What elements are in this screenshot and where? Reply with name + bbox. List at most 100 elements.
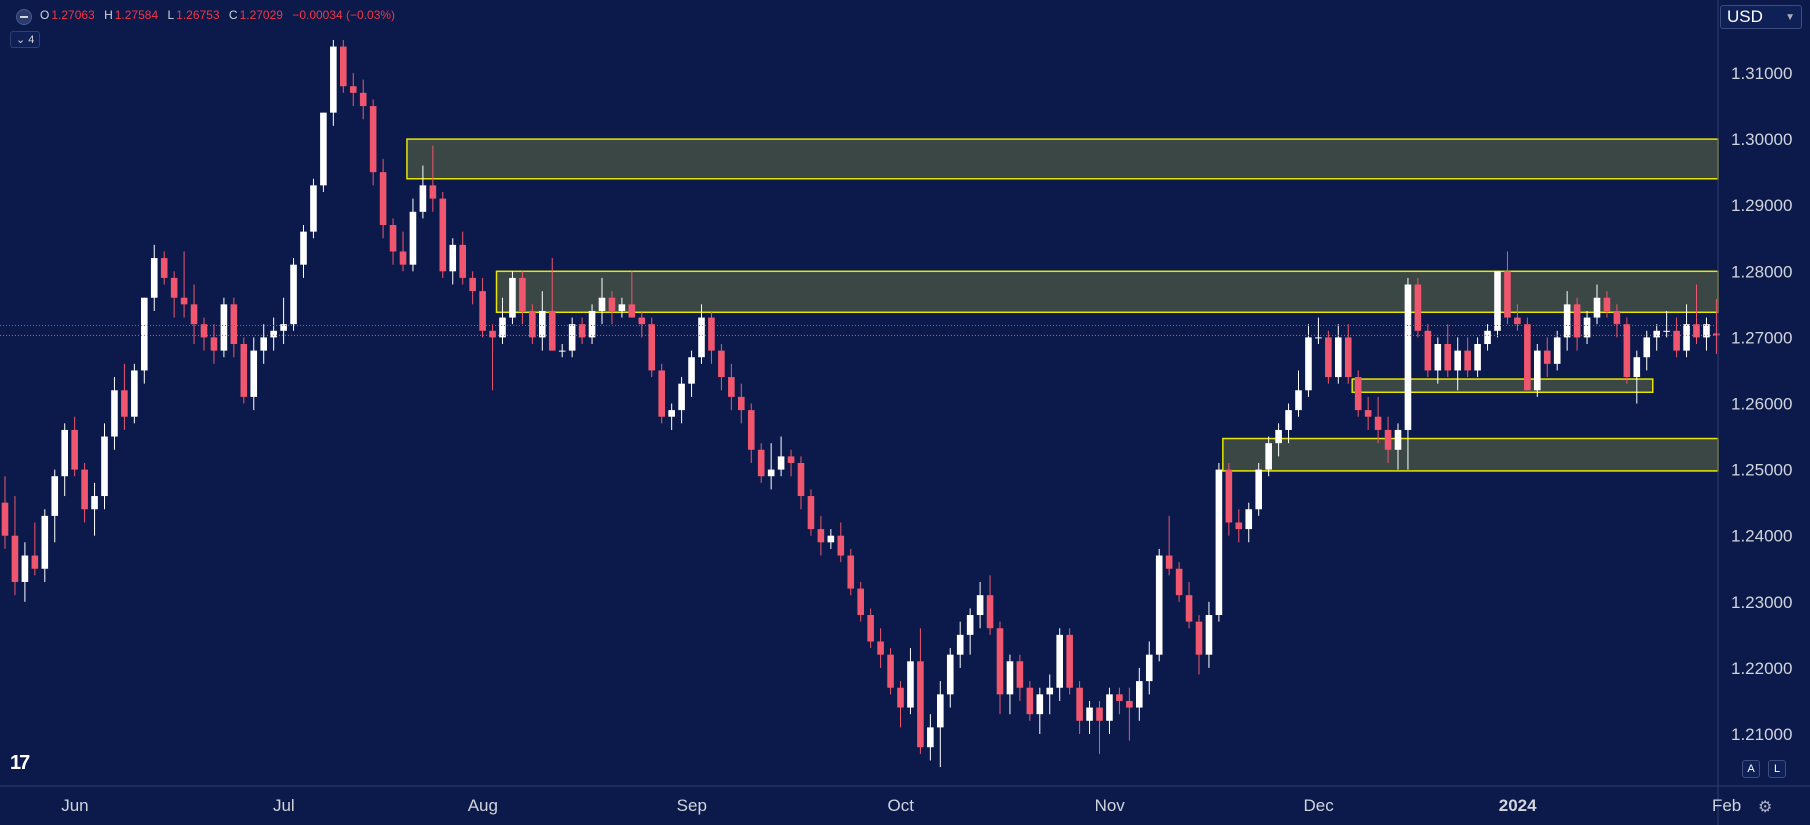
candle xyxy=(827,529,835,549)
y-tick-label: 1.22000 xyxy=(1731,659,1792,678)
candle xyxy=(1,476,9,549)
candle-body xyxy=(608,297,616,311)
candle-body xyxy=(439,198,447,272)
currency-selector[interactable]: USD ▼ xyxy=(1720,5,1802,29)
gear-icon[interactable]: ⚙ xyxy=(1758,799,1773,816)
candle-body xyxy=(330,46,337,113)
candle-body xyxy=(61,429,68,477)
candle xyxy=(1066,628,1073,695)
price-axis: 1.31000 1.30000 1.29000 1.28000 1.27000 1.260… xyxy=(1731,64,1792,744)
candle xyxy=(429,145,437,212)
candle xyxy=(459,231,466,285)
candle xyxy=(250,337,258,411)
zone-2[interactable] xyxy=(495,270,1719,314)
zone-3[interactable] xyxy=(1351,378,1654,394)
candle-body xyxy=(1404,284,1412,430)
candle xyxy=(1494,271,1501,338)
candle-body xyxy=(1136,681,1143,708)
candle xyxy=(529,304,536,345)
high-value: 1.27584 xyxy=(114,8,159,22)
candle-body xyxy=(1225,469,1233,523)
candle xyxy=(767,443,775,490)
candle xyxy=(1454,337,1461,391)
candle xyxy=(1225,462,1233,536)
candle xyxy=(200,317,208,351)
auto-scale-button[interactable]: A xyxy=(1742,760,1760,778)
candle xyxy=(1165,515,1173,576)
candle-body xyxy=(1245,509,1253,530)
candle-body xyxy=(887,654,894,688)
candle xyxy=(330,39,337,126)
candle xyxy=(1504,251,1511,325)
candle-body xyxy=(1056,634,1063,688)
y-tick-label: 1.25000 xyxy=(1731,461,1792,480)
candle-body xyxy=(1553,337,1561,364)
candle-body xyxy=(1673,330,1680,351)
tradingview-logo-icon[interactable]: 17 xyxy=(10,752,30,774)
candle-body xyxy=(340,46,347,87)
candle-body xyxy=(1434,344,1442,371)
candle xyxy=(359,79,367,120)
candle-body xyxy=(111,390,118,437)
candle-body xyxy=(648,324,656,371)
candle xyxy=(1126,687,1133,741)
candle-body xyxy=(160,258,168,278)
candle xyxy=(966,608,974,655)
candle xyxy=(1315,317,1322,345)
candle-body xyxy=(1653,330,1660,338)
candle-body xyxy=(1195,621,1203,655)
candle xyxy=(1106,687,1113,734)
candle xyxy=(210,324,218,364)
candle xyxy=(399,231,407,272)
candle xyxy=(141,297,148,384)
candle xyxy=(1205,601,1213,668)
candle-body xyxy=(349,86,357,93)
candle-body xyxy=(1713,333,1720,336)
candle xyxy=(300,225,307,278)
indicators-toggle[interactable]: ⌄ 4 xyxy=(10,31,41,48)
candle xyxy=(1534,344,1541,397)
candle xyxy=(1155,548,1163,662)
candle xyxy=(1255,462,1262,516)
candle xyxy=(1553,330,1561,371)
zone-4[interactable] xyxy=(1222,437,1719,472)
candle-body xyxy=(300,231,307,265)
candle-body xyxy=(1693,324,1700,338)
candle-body xyxy=(1026,687,1034,715)
low-value: 1.26753 xyxy=(176,8,220,22)
candle xyxy=(996,621,1004,715)
candle xyxy=(1414,277,1422,338)
log-scale-button[interactable]: L xyxy=(1768,760,1786,778)
candle-body xyxy=(121,390,128,417)
candle xyxy=(588,304,596,345)
zone-1[interactable] xyxy=(406,138,1719,180)
candle xyxy=(698,304,705,364)
candle xyxy=(867,608,874,649)
candle-body xyxy=(658,370,665,417)
candle-body xyxy=(548,310,556,351)
candle xyxy=(1275,423,1282,457)
candle xyxy=(598,277,606,325)
candle xyxy=(340,39,347,93)
candle xyxy=(369,99,377,186)
y-tick-label: 1.23000 xyxy=(1731,593,1792,612)
candle-body xyxy=(449,244,457,272)
symbol-menu-icon[interactable] xyxy=(16,9,32,25)
candle-body xyxy=(190,304,198,325)
candle xyxy=(1643,330,1651,371)
candle xyxy=(479,277,486,338)
candle xyxy=(170,271,178,318)
candle xyxy=(21,542,29,602)
candle xyxy=(1444,324,1452,378)
candle-body xyxy=(1086,707,1093,721)
candle-body xyxy=(359,92,367,107)
candle xyxy=(1583,310,1591,345)
candle xyxy=(160,251,168,285)
x-tick-label: Jul xyxy=(273,796,295,815)
candle-body xyxy=(1175,568,1183,596)
candle xyxy=(1693,284,1700,345)
candle-body xyxy=(11,535,19,582)
candle-body xyxy=(389,225,397,252)
y-tick-label: 1.21000 xyxy=(1731,725,1792,744)
